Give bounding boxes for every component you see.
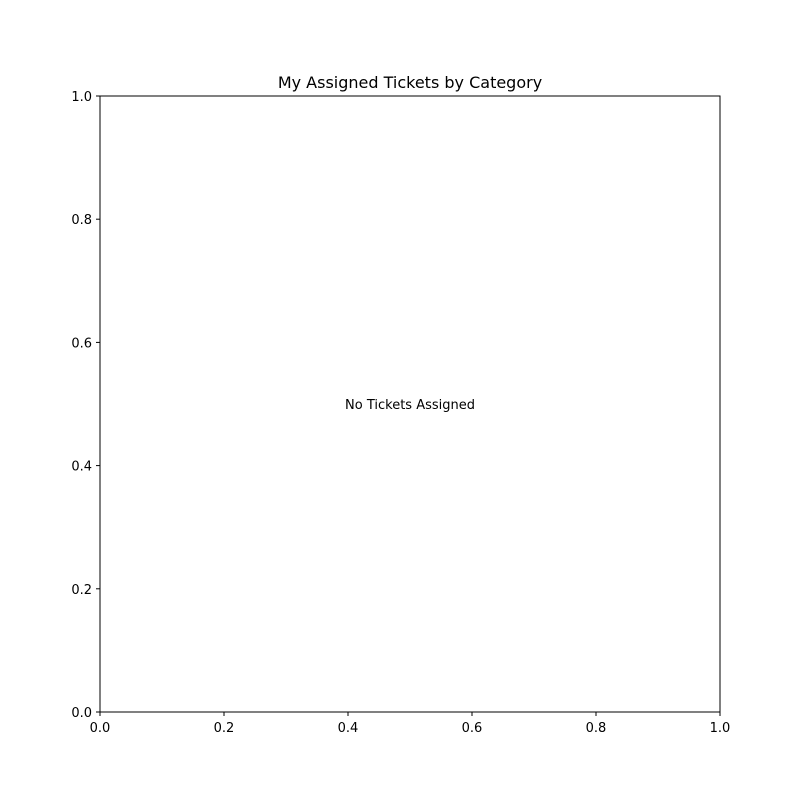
x-tick-label: 0.2: [214, 721, 235, 736]
y-tick-label: 0.4: [71, 460, 92, 475]
y-tick-label: 1.0: [71, 90, 92, 105]
y-tick-label: 0.0: [71, 706, 92, 721]
y-tick-label: 0.8: [71, 213, 92, 228]
x-tick-label: 0.8: [586, 721, 607, 736]
empty-state-annotation: No Tickets Assigned: [345, 398, 475, 413]
x-tick-label: 0.4: [338, 721, 359, 736]
x-tick-label: 0.6: [462, 721, 483, 736]
y-tick-label: 0.6: [71, 336, 92, 351]
y-tick-label: 0.2: [71, 583, 92, 598]
x-tick-label: 0.0: [90, 721, 111, 736]
axes-frame: [99, 95, 721, 713]
chart-title: My Assigned Tickets by Category: [278, 73, 542, 92]
plot-area: 0.0 0.2 0.4 0.6 0.8 1.0 0.0 0.2 0.4 0.6 0.8 1.0 No T…: [71, 90, 730, 736]
x-tick-label: 1.0: [710, 721, 731, 736]
